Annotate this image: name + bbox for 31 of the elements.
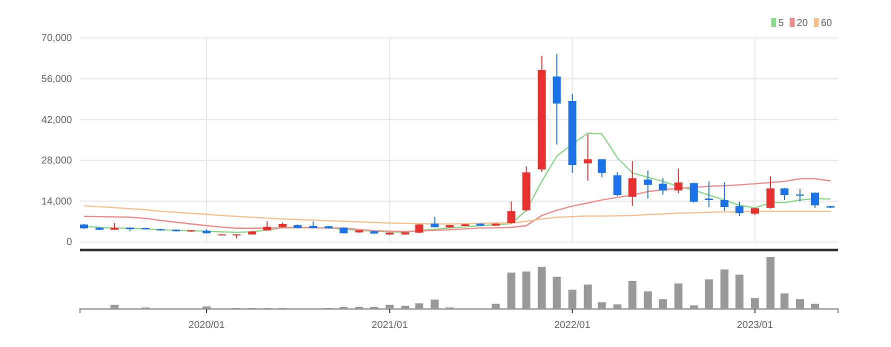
line-series	[83, 178, 832, 232]
candlestick	[704, 180, 713, 208]
y-tick-label: 14,000	[41, 196, 72, 208]
y-tick-label: 28,000	[41, 156, 72, 167]
x-tick-label: 2021/01	[372, 320, 408, 332]
candlestick	[430, 216, 439, 228]
candlestick	[584, 134, 592, 182]
candlestick	[720, 182, 728, 212]
legend-label: 60	[820, 18, 832, 29]
candlestick	[674, 168, 682, 194]
legend-label: 20	[796, 18, 808, 29]
candlestick	[780, 188, 788, 201]
candlestick	[690, 182, 698, 204]
candlestick	[644, 170, 652, 200]
y-tick-label: 56,000	[41, 74, 72, 85]
candlestick	[613, 172, 622, 197]
x-tick-label: 2023/01	[736, 320, 774, 332]
x-tick-label: 2022/01	[554, 320, 591, 332]
y-tick-label: 70,000	[41, 33, 72, 44]
legend-label: 5	[778, 18, 784, 29]
candlestick	[415, 223, 424, 234]
candlestick	[507, 200, 516, 224]
candlestick	[810, 192, 819, 208]
candlestick	[658, 178, 667, 195]
candlestick	[766, 176, 774, 209]
candlestick	[598, 158, 606, 178]
candlestick	[735, 201, 744, 217]
candlestick	[628, 160, 636, 206]
y-tick-label: 0	[66, 237, 72, 248]
y-tick-label: 42,000	[41, 114, 72, 126]
x-tick-label: 2020/01	[188, 320, 226, 332]
